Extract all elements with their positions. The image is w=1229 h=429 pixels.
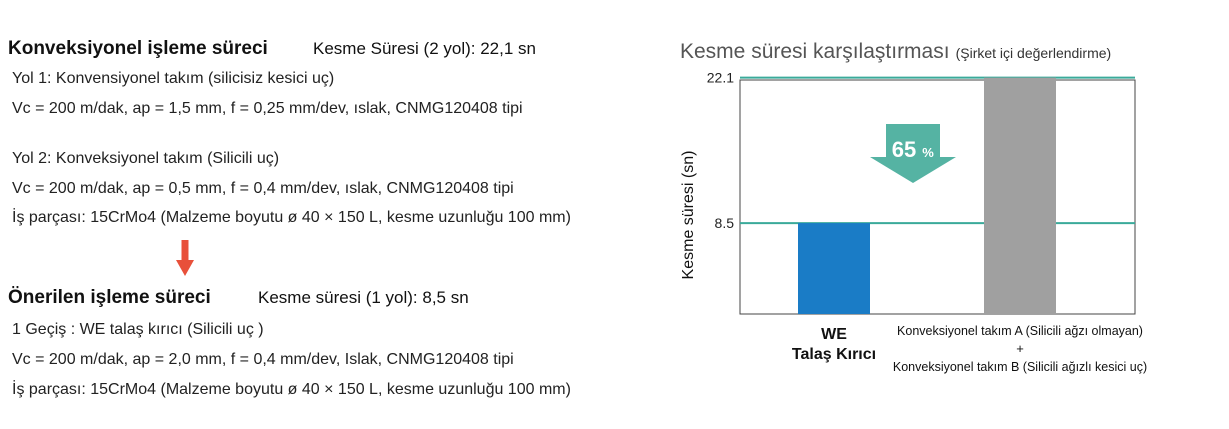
conventional-line-4: Vc = 200 m/dak, ap = 0,5 mm, f = 0,4 mm/… <box>12 180 514 197</box>
proposed-line-3: İş parçası: 15CrMo4 (Malzeme boyutu ø 40… <box>12 381 571 398</box>
reduction-unit: % <box>922 145 934 160</box>
chart-subtitle: (Şirket içi değerlendirme) <box>956 45 1112 61</box>
cutting-time-chart: Kesme süresi karşılaştırması (Şirket içi … <box>680 40 1147 374</box>
y-tick-label: 22.1 <box>707 70 734 86</box>
conventional-line-5: İş parçası: 15CrMo4 (Malzeme boyutu ø 40… <box>12 209 571 226</box>
conventional-line-2: Vc = 200 m/dak, ap = 1,5 mm, f = 0,25 mm… <box>12 100 523 117</box>
y-axis-label: Kesme süresi (sn) <box>680 151 697 280</box>
y-tick-label: 8.5 <box>715 215 735 231</box>
conventional-heading: Konveksiyonel işleme süreci <box>8 38 268 59</box>
reduction-arrow-icon <box>870 124 956 183</box>
x-category-label: Talaş Kırıcı <box>792 346 876 363</box>
plot-frame <box>739 79 1136 315</box>
x-category-label: Konveksiyonel takım A (Silicili ağzı olm… <box>897 324 1143 338</box>
proposed-line-1: 1 Geçiş : WE talaş kırıcı (Silicili uç ) <box>12 321 264 338</box>
x-category-label: WE <box>821 326 847 343</box>
proposed-time: Kesme süresi (1 yol): 8,5 sn <box>258 288 469 307</box>
proposed-heading: Önerilen işleme süreci <box>8 287 211 308</box>
conventional-line-3: Yol 2: Konveksiyonel takım (Silicili uç) <box>12 150 280 167</box>
reduction-value: 65 <box>892 137 916 162</box>
down-arrow-icon <box>176 240 194 276</box>
conventional-line-1: Yol 1: Konvensiyonel takım (silicisiz ke… <box>12 70 335 87</box>
proposed-line-2: Vc = 200 m/dak, ap = 2,0 mm, f = 0,4 mm/… <box>12 351 514 368</box>
conventional-time: Kesme Süresi (2 yol): 22,1 sn <box>313 39 536 58</box>
bar <box>798 223 870 314</box>
chart-title: Kesme süresi karşılaştırması <box>680 40 950 63</box>
x-category-label: Konveksiyonel takım B (Silicili ağızlı k… <box>893 360 1147 374</box>
bar <box>984 77 1056 314</box>
x-category-label: + <box>1016 341 1024 356</box>
